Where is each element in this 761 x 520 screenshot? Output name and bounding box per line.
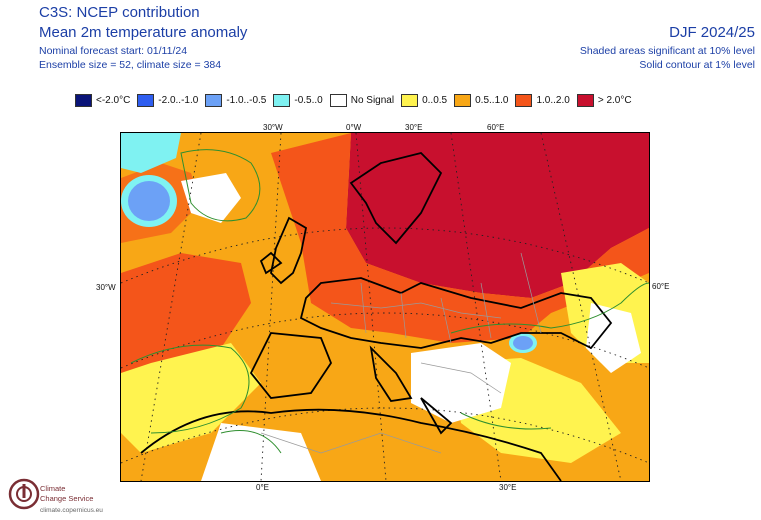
copernicus-logo xyxy=(8,478,40,510)
no-signal-greenland xyxy=(181,173,241,223)
legend-swatch xyxy=(75,93,92,107)
no-signal-africa xyxy=(201,423,321,481)
legend-item: <-2.0°C xyxy=(75,93,131,107)
legend-item: > 2.0°C xyxy=(576,93,632,107)
legend-label: 0.5..1.0 xyxy=(475,94,509,106)
tick-top-1: 30°W xyxy=(263,123,283,132)
legend-item: -2.0..-1.0 xyxy=(137,93,199,107)
legend-swatch xyxy=(205,93,223,107)
coastlines xyxy=(140,152,613,481)
period-label: DJF 2024/25 xyxy=(669,24,755,41)
color-legend: <-2.0°C -2.0..-1.0 -1.0..-0.5 -0.5..0 No Sig… xyxy=(75,93,639,107)
logo-line1: Climate xyxy=(40,484,66,493)
cold-blue-west xyxy=(128,181,170,221)
contour-note: Solid contour at 1% level xyxy=(639,59,755,71)
logo-thermometer-icon xyxy=(22,484,26,498)
no-signal-balkans xyxy=(411,343,511,423)
legend-label: 0..0.5 xyxy=(422,94,448,106)
logo-url: climate.copernicus.eu xyxy=(40,507,103,514)
legend-swatch xyxy=(273,93,291,107)
tick-top-2: 0°W xyxy=(346,123,362,132)
legend-label: <-2.0°C xyxy=(96,94,131,106)
legend-item: 0.5..1.0 xyxy=(454,93,509,107)
weak-signal-west xyxy=(121,343,261,453)
title-line1: C3S: NCEP contribution xyxy=(39,4,200,21)
legend-swatch xyxy=(137,93,155,107)
ensemble-size-text: Ensemble size = 52, climate size = 384 xyxy=(39,59,222,71)
cold-cyan-north xyxy=(121,133,181,173)
legend-swatch xyxy=(401,93,419,107)
tick-top-4: 60°E xyxy=(487,123,505,132)
hot-anomaly-region xyxy=(346,133,649,298)
map-canvas xyxy=(121,133,649,481)
legend-label: > 2.0°C xyxy=(597,94,632,106)
tick-bottom-1: 0°E xyxy=(256,483,269,492)
legend-swatch xyxy=(576,93,594,107)
significance-note: Shaded areas significant at 10% level xyxy=(579,45,755,57)
legend-item: -0.5..0 xyxy=(273,93,323,107)
title-line2: Mean 2m temperature anomaly xyxy=(39,24,248,41)
country-borders xyxy=(260,252,542,454)
anomaly-map xyxy=(120,132,650,482)
forecast-start-text: Nominal forecast start: 01/11/24 xyxy=(39,45,188,57)
tick-right: 60°E xyxy=(652,282,670,291)
tick-top-3: 30°E xyxy=(405,123,423,132)
no-signal-caspian xyxy=(586,303,641,373)
significance-contours xyxy=(130,149,649,454)
tick-left: 30°W xyxy=(96,283,116,292)
legend-item: No Signal xyxy=(329,93,395,107)
cold-blue-black-sea xyxy=(513,336,533,350)
logo-ring-icon xyxy=(8,478,40,510)
legend-label: -1.0..-0.5 xyxy=(226,94,267,106)
tick-bottom-2: 30°E xyxy=(499,483,517,492)
legend-swatch xyxy=(454,93,472,107)
graticule xyxy=(121,133,649,481)
warm-anomaly-band xyxy=(271,133,649,343)
legend-swatch xyxy=(329,93,347,107)
legend-item: -1.0..-0.5 xyxy=(205,93,267,107)
legend-label: -0.5..0 xyxy=(294,94,323,106)
legend-label: 1.0..2.0 xyxy=(536,94,570,106)
legend-item: 1.0..2.0 xyxy=(515,93,570,107)
legend-label: No Signal xyxy=(350,94,395,106)
logo-line2: Change Service xyxy=(40,494,94,503)
legend-swatch xyxy=(515,93,533,107)
legend-label: -2.0..-1.0 xyxy=(158,94,199,106)
legend-item: 0..0.5 xyxy=(401,93,448,107)
